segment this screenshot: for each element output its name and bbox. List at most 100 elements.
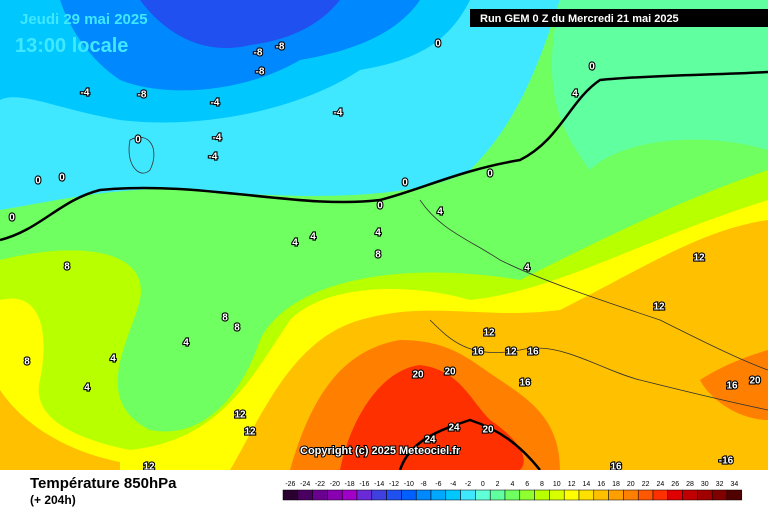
contour-label: 4 — [572, 89, 578, 100]
contour-label: 0 — [377, 201, 383, 212]
scale-swatch — [445, 489, 461, 501]
scale-swatch — [430, 489, 447, 501]
scale-swatch — [489, 489, 506, 501]
contour-label: 0 — [59, 173, 65, 184]
scale-swatch — [460, 489, 476, 501]
scale-label: 24 — [657, 481, 665, 488]
scale-label: -16 — [359, 481, 369, 488]
contour-label: 4 — [310, 232, 316, 243]
contour-label: 0 — [135, 135, 141, 146]
scale-label: -22 — [315, 481, 325, 488]
scale-swatch — [534, 489, 550, 501]
contour-label: -4 — [334, 108, 343, 119]
contour-label: 12 — [693, 253, 705, 264]
scale-label: 34 — [731, 481, 739, 488]
contour-label: 4 — [110, 354, 116, 365]
contour-label: 0 — [9, 213, 15, 224]
scale-label: 6 — [525, 481, 529, 488]
scale-label: -6 — [435, 481, 441, 488]
contours — [0, 70, 768, 471]
scale-swatch — [711, 489, 728, 501]
coastlines — [128, 137, 768, 411]
contour-label: 16 — [472, 347, 484, 358]
scale-swatch — [578, 489, 595, 501]
scale-swatch — [519, 489, 535, 501]
scale-label: -4 — [450, 481, 456, 488]
field-north-east — [551, 0, 768, 170]
scale-label: 22 — [642, 481, 650, 488]
contour-label: -8 — [138, 90, 147, 101]
copyright: Copyright (c) 2025 Meteociel.fr — [300, 445, 461, 457]
scale-label: 2 — [496, 481, 500, 488]
coastline — [128, 137, 155, 174]
scale-swatch — [401, 489, 417, 501]
contour-label: 4 — [183, 338, 189, 349]
field-title: Température 850hPa — [30, 475, 177, 492]
scale-label: -26 — [285, 481, 295, 488]
scale-swatch — [297, 489, 313, 501]
contour-label: 0 — [402, 178, 408, 189]
contour-label: 16 — [519, 378, 531, 389]
scale-label: 12 — [568, 481, 576, 488]
scale-label: 16 — [597, 481, 605, 488]
scale-label: -2 — [465, 481, 471, 488]
scale-swatch — [563, 489, 580, 501]
scale-swatch — [549, 489, 565, 501]
scale-swatch — [475, 489, 491, 501]
scale-label: 30 — [701, 481, 709, 488]
contour-label: 12 — [653, 302, 665, 313]
contour-label: 4 — [375, 228, 381, 239]
contour-label: 0 — [487, 169, 493, 180]
scale-swatch — [726, 489, 743, 501]
contour-label: 16 — [527, 347, 539, 358]
scale-swatch — [341, 489, 358, 501]
color-scale: -26 -24 -22 -20 -18 -16 -14 -12 -10 -8 -6 -4 -2 0 2 4 6 8… — [282, 481, 743, 501]
scale-swatch — [312, 489, 328, 501]
coastline — [429, 319, 768, 411]
contour-label: 0 — [435, 39, 441, 50]
scale-label: 20 — [627, 481, 635, 488]
contour-label: 4 — [84, 383, 90, 394]
scale-swatch — [667, 489, 683, 501]
contour-label: 4 — [292, 238, 298, 249]
temperature-field — [0, 0, 768, 470]
scale-label: -20 — [330, 481, 340, 488]
scale-swatch — [608, 489, 624, 501]
contour-label: 12 — [505, 347, 517, 358]
contour-label: 20 — [412, 370, 424, 381]
scale-label: -14 — [374, 481, 384, 488]
contour-label: 4 — [524, 263, 530, 274]
scale-swatch — [386, 489, 402, 501]
scale-label: 26 — [671, 481, 679, 488]
scale-label: 28 — [686, 481, 694, 488]
scale-swatch — [637, 489, 654, 501]
contour-label: 24 — [424, 435, 436, 446]
scale-swatch — [593, 489, 609, 501]
contour-label: 8 — [375, 250, 381, 261]
scale-swatch — [371, 489, 387, 501]
scale-swatch — [356, 489, 373, 501]
scale-label: -12 — [389, 481, 399, 488]
contour-line — [398, 418, 541, 471]
scale-swatch — [682, 489, 698, 501]
contour-label: -8 — [276, 42, 285, 53]
contour-label: 24 — [448, 423, 460, 434]
scale-swatch — [652, 489, 669, 501]
contour-label: 0 — [35, 176, 41, 187]
contour-label: 4 — [437, 207, 443, 218]
scale-swatch — [415, 489, 432, 501]
scale-label: 14 — [583, 481, 591, 488]
zero-line — [0, 70, 768, 242]
field-hottest — [340, 365, 524, 470]
contour-label: 16 — [726, 381, 738, 392]
field-core — [140, 0, 340, 48]
contour-label: -4 — [211, 98, 220, 109]
scale-swatch — [623, 489, 639, 501]
scale-label: 8 — [540, 481, 544, 488]
contour-label: -4 — [213, 133, 222, 144]
scale-label: -10 — [404, 481, 414, 488]
contour-label: 12 — [483, 328, 495, 339]
scale-label: 0 — [481, 481, 485, 488]
scale-label: -8 — [420, 481, 426, 488]
